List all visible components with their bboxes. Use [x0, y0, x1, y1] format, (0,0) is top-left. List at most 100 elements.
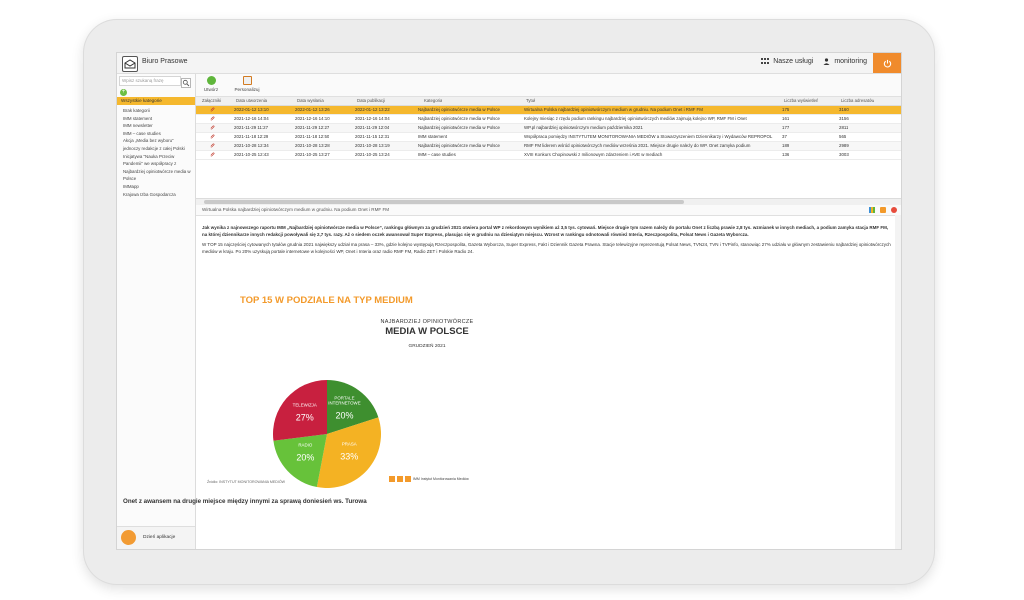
search-icon[interactable] — [181, 75, 191, 88]
sidebar-item[interactable]: jednoczy redakcje z całej Polski — [123, 145, 185, 151]
cell-title: XVIII Konkurs Chopinowski z milionowym z… — [524, 152, 663, 157]
cell-category: IMM statement — [418, 134, 448, 139]
top-right-menu: Nasze usługi monitoring — [761, 58, 867, 65]
attachment-icon — [210, 152, 215, 157]
cell-published: 2021-11-15 12:31 — [355, 134, 390, 139]
col-views[interactable]: Liczba wyświetleń — [784, 98, 819, 103]
sidebar: Wpisz szukaną frazę + Wszystkie kategori… — [117, 74, 196, 549]
cell-sent: 2021-11-29 12:27 — [295, 125, 330, 130]
sidebar-footer[interactable]: Dzień aplikacje — [117, 526, 195, 549]
sidebar-item[interactable]: Inicjatywa "Nauka Przeciw Pandemii" we w… — [123, 153, 191, 182]
cell-category: Najbardziej opiniotwórcze media w Polsce — [418, 143, 500, 148]
article-headline: Onet z awansem na drugie miejsce między … — [123, 498, 367, 505]
cell-created: 2021-11-29 11:27 — [234, 125, 269, 130]
logo-icon — [122, 56, 138, 72]
top-bar: Biuro Prasowe Nasze usługi monitoring — [117, 53, 901, 74]
app-title: Biuro Prasowe — [142, 58, 188, 65]
pie-label: PRASA — [342, 442, 357, 447]
cell-sent: 2021-10-28 13:28 — [295, 143, 330, 148]
col-published[interactable]: Data publikacji — [357, 98, 385, 103]
col-category[interactable]: Kategoria — [424, 98, 443, 103]
cell-title: Kolejny miesiąc z rzędu podium rankingu … — [524, 116, 747, 121]
sidebar-item[interactable]: IMM newsletter — [123, 123, 153, 129]
cell-category: Najbardziej opiniotwórcze media w Polsce — [418, 107, 500, 112]
close-icon[interactable] — [891, 207, 897, 213]
messages-table: Załączniki Data utworzenia Data wysłania… — [196, 97, 901, 160]
cell-views: 177 — [782, 125, 790, 130]
imm-brand: IMM Instytut Monitorowania Mediów — [413, 477, 469, 481]
table-row[interactable]: 2021-11-18 12:29 2021-11-18 12:50 2021-1… — [196, 133, 901, 142]
grid-icon — [761, 58, 770, 65]
pie-label: RADIO — [298, 442, 312, 447]
footer-label: Dzień aplikacje — [143, 535, 176, 540]
cell-category: Najbardziej opiniotwórcze media w Polsce — [418, 125, 500, 130]
sidebar-item[interactable]: Brak kategorii — [123, 108, 150, 113]
vertical-scrollbar[interactable] — [895, 215, 901, 549]
cell-recipients: 2989 — [839, 143, 849, 148]
sidebar-item[interactable]: IMMapp — [123, 183, 139, 189]
col-attachments[interactable]: Załączniki — [202, 98, 222, 103]
attachment-icon — [210, 143, 215, 148]
stats-icon[interactable] — [869, 207, 875, 213]
edit-icon[interactable] — [880, 207, 886, 213]
personalize-button[interactable]: Personalizuj — [232, 76, 262, 92]
search-input[interactable]: Wpisz szukaną frazę — [119, 76, 181, 86]
col-sent[interactable]: Data wysłania — [297, 98, 324, 103]
pie-value-label: 27% — [296, 412, 314, 422]
cell-views: 136 — [782, 152, 790, 157]
cell-recipients: 3156 — [839, 116, 849, 121]
cell-created: 2021-12-16 14:04 — [234, 116, 269, 121]
scrollbar-thumb[interactable] — [204, 200, 684, 204]
logout-button[interactable] — [873, 53, 901, 73]
article-lead: Jak wynika z najnowszego raportu IMM „Na… — [202, 225, 889, 237]
preview-subject: Wirtualna Polska najbardziej opiniotwórc… — [202, 207, 390, 212]
user-menu[interactable]: monitoring — [823, 58, 867, 65]
sidebar-item[interactable]: IMM – case studies — [123, 130, 161, 136]
cell-category: IMM – case studies — [418, 152, 456, 157]
cell-recipients: 3003 — [839, 152, 849, 157]
attachment-icon — [210, 107, 215, 112]
table-row[interactable]: 2021-10-28 12:34 2021-10-28 13:28 2021-1… — [196, 142, 901, 151]
category-list: Brak kategorii IMM statement IMM newslet… — [123, 107, 193, 198]
col-title[interactable]: Tytuł — [526, 98, 536, 103]
article-body: Jak wynika z najnowszego raportu IMM „Na… — [202, 225, 892, 259]
sidebar-item[interactable]: Krajowa Izba Gospodarcza — [123, 191, 176, 197]
pie-slice-telewizja — [273, 380, 327, 441]
pie-label: TELEWIZJA — [293, 402, 317, 407]
app-day-icon — [121, 530, 136, 545]
cell-recipients: 2811 — [839, 125, 849, 130]
attachment-icon — [210, 125, 215, 130]
pie-label: PORTALE — [334, 395, 354, 400]
cell-published: 2021-12-16 14:04 — [355, 116, 390, 121]
pie-label: INTERNETOWE — [328, 400, 360, 405]
sidebar-item[interactable]: IMM statement — [123, 115, 153, 121]
table-row[interactable]: 2022-01-12 13:10 2022-01-12 13:26 2022-0… — [196, 106, 901, 115]
infographic-source: Źródło: INSTYTUT MONITOROWANIA MEDIÓW — [207, 480, 286, 484]
infographic-sub-a: NAJBARDZIEJ OPINIOTWÓRCZE — [380, 319, 474, 325]
sidebar-item[interactable]: Akcja „Media bez wyboru” — [123, 138, 174, 144]
cell-views: 175 — [782, 107, 790, 112]
horizontal-scrollbar[interactable] — [196, 198, 901, 205]
cell-title: Wirtualna Polska najbardziej opiniotwórc… — [524, 107, 703, 112]
attachment-icon — [210, 116, 215, 121]
attachment-icon — [210, 134, 215, 139]
user-icon — [823, 58, 830, 65]
sidebar-item-all-categories[interactable]: Wszystkie kategorie — [117, 97, 195, 105]
table-header: Załączniki Data utworzenia Data wysłania… — [196, 97, 901, 106]
table-row[interactable]: 2021-10-25 12:43 2021-10-25 13:27 2021-1… — [196, 151, 901, 160]
add-category-icon[interactable]: + — [120, 89, 127, 96]
col-recipients[interactable]: Liczba adresatów — [841, 98, 875, 103]
col-created[interactable]: Data utworzenia — [236, 98, 268, 103]
cell-sent: 2021-12-16 14:10 — [295, 116, 330, 121]
create-button[interactable]: Utwórz — [196, 76, 226, 92]
cell-recipients: 565 — [839, 134, 847, 139]
cell-published: 2021-11-29 12:04 — [355, 125, 390, 130]
infographic-subtitle: NAJBARDZIEJ OPINIOTWÓRCZE MEDIA W POLSCE… — [347, 319, 507, 349]
table-row[interactable]: 2021-12-16 14:04 2021-12-16 14:10 2021-1… — [196, 115, 901, 124]
cell-created: 2022-01-12 13:10 — [234, 107, 269, 112]
user-label: monitoring — [834, 58, 867, 65]
pie-slice-portale-internetowe — [327, 380, 379, 434]
services-menu[interactable]: Nasze usługi — [761, 58, 813, 65]
table-row[interactable]: 2021-11-29 11:27 2021-11-29 12:27 2021-1… — [196, 124, 901, 133]
create-label: Utwórz — [203, 87, 219, 92]
